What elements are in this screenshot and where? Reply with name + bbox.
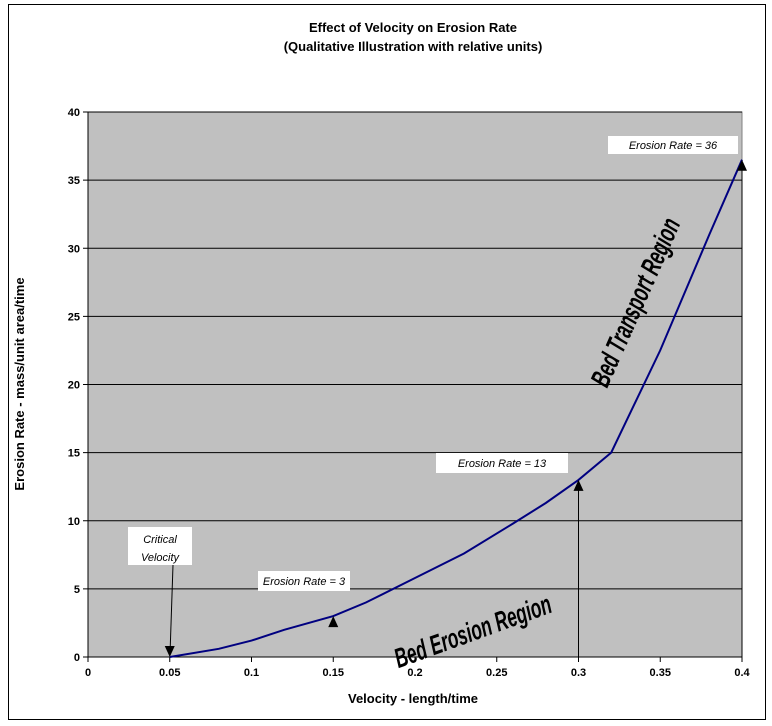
- annotation-er36-text: Erosion Rate = 36: [629, 140, 718, 152]
- annotation-critical-line-1: Velocity: [141, 552, 181, 564]
- annotation-er3-text: Erosion Rate = 3: [263, 576, 346, 588]
- x-tick-label-0: 0: [85, 667, 91, 679]
- x-axis-ticks: 0 0.05 0.1 0.15 0.2 0.25 0.3 0.35 0.4: [85, 657, 751, 679]
- x-tick-label-7: 0.35: [650, 667, 671, 679]
- x-tick-label-2: 0.1: [244, 667, 259, 679]
- annotation-er36-head: [737, 159, 747, 171]
- x-tick-label-8: 0.4: [734, 667, 750, 679]
- annotation-er36-box: [608, 136, 738, 154]
- x-tick-label-3: 0.15: [323, 667, 344, 679]
- x-axis-label: Velocity - length/time: [348, 691, 478, 706]
- series-line-0: [169, 159, 743, 658]
- x-tick-label-1: 0.05: [159, 667, 180, 679]
- y-tick-label-8: 40: [68, 107, 80, 119]
- annotation-critical-shaft: [169, 564, 174, 648]
- gridlines: [88, 111, 742, 590]
- y-tick-label-5: 25: [68, 311, 80, 323]
- annotation-er13-head: [573, 479, 584, 491]
- annotation-er13-box: [436, 453, 568, 473]
- y-tick-label-3: 15: [68, 448, 80, 460]
- chart-subtitle: (Qualitative Illustration with relative …: [284, 39, 543, 54]
- y-tick-label-1: 5: [74, 584, 80, 596]
- x-tick-label-4: 0.2: [407, 667, 422, 679]
- chart-title: Effect of Velocity on Erosion Rate: [309, 20, 517, 35]
- y-tick-label-7: 35: [68, 175, 80, 187]
- annotation-er3-head: [328, 616, 339, 628]
- y-tick-label-2: 10: [68, 516, 80, 528]
- x-tick-label-5: 0.25: [486, 667, 507, 679]
- annotation-critical-line-0: Critical: [143, 534, 177, 546]
- annotation-critical-head: [164, 646, 175, 657]
- x-tick-label-6: 0.3: [571, 667, 586, 679]
- annotation-er3-box: [258, 571, 350, 591]
- annotation-er13-text: Erosion Rate = 13: [458, 458, 547, 470]
- series-layer: [169, 159, 743, 658]
- y-axis-ticks: 0 5 10 15 20 25 30 35 40: [68, 107, 88, 664]
- annotation-critical-box: [128, 527, 192, 565]
- y-tick-label-4: 20: [68, 380, 80, 392]
- annotations: Critical Velocity Erosion Rate = 3 Erosion …: [128, 136, 747, 657]
- y-tick-label-6: 30: [68, 243, 80, 255]
- y-axis-label: Erosion Rate - mass/unit area/time: [12, 277, 27, 490]
- y-tick-label-0: 0: [74, 652, 80, 664]
